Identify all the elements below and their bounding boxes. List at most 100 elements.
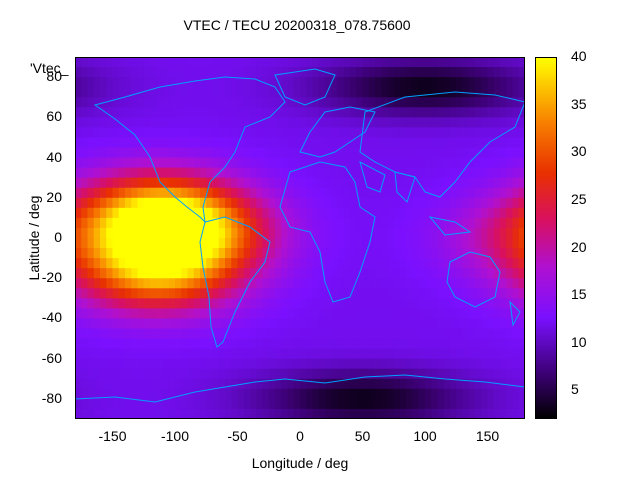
tec-cell	[500, 308, 507, 320]
tec-cell	[162, 378, 170, 390]
tec-cell	[475, 157, 482, 169]
tec-cell	[375, 348, 382, 360]
tec-cell	[275, 338, 282, 350]
tec-cell	[375, 147, 382, 159]
tec-cell	[231, 288, 239, 299]
tec-cell	[181, 197, 189, 209]
tec-cell	[443, 187, 451, 199]
tec-cell	[300, 117, 307, 128]
tec-cell	[131, 157, 139, 169]
tec-cell	[168, 308, 176, 320]
tec-cell	[93, 167, 101, 179]
tec-cell	[518, 157, 525, 169]
tec-cell	[193, 388, 201, 400]
tec-cell	[456, 67, 464, 78]
tec-cell	[75, 157, 82, 169]
tec-cell	[318, 278, 326, 289]
tec-cell	[356, 338, 364, 350]
tec-cell	[256, 107, 264, 118]
tec-cell	[143, 197, 151, 209]
tec-cell	[387, 207, 395, 219]
tec-cell	[193, 227, 201, 239]
tec-cell	[268, 147, 276, 159]
africa-outline	[279, 161, 376, 303]
tec-cell	[193, 268, 201, 279]
lon-tick-label: 100	[413, 428, 437, 444]
tec-cell	[512, 248, 520, 259]
tec-cell	[281, 187, 289, 199]
tec-cell	[125, 77, 132, 88]
tec-cell	[318, 187, 326, 199]
tec-cell	[225, 288, 232, 299]
tec-cell	[343, 338, 351, 350]
tec-cell	[118, 238, 126, 249]
tec-cell	[518, 197, 525, 209]
tec-cell	[75, 167, 82, 179]
tec-cell	[293, 157, 301, 169]
tec-cell	[293, 268, 301, 279]
tec-cell	[93, 187, 101, 199]
tec-cell	[181, 328, 189, 340]
tec-cell	[293, 67, 301, 78]
tec-cell	[275, 258, 282, 269]
tec-cell	[350, 87, 357, 98]
tec-cell	[125, 147, 132, 159]
tec-cell	[518, 248, 525, 259]
tec-cell	[431, 97, 439, 108]
tec-cell	[300, 268, 307, 279]
tec-cell	[162, 298, 170, 309]
tec-cell	[437, 177, 445, 189]
tec-cell	[175, 107, 182, 118]
tec-cell	[437, 348, 445, 360]
tec-cell	[168, 167, 176, 179]
tec-cell	[500, 197, 507, 209]
tec-cell	[206, 258, 214, 269]
tec-cell	[243, 157, 251, 169]
tec-cell	[318, 97, 326, 108]
tec-cell	[218, 167, 226, 179]
tec-cell	[437, 77, 445, 88]
tec-cell	[325, 147, 332, 159]
tec-cell	[431, 308, 439, 320]
tec-cell	[206, 197, 214, 209]
tec-cell	[325, 268, 332, 279]
tec-cell	[200, 187, 207, 199]
tec-cell	[306, 97, 314, 108]
tec-cell	[518, 388, 525, 400]
tec-cell	[156, 288, 164, 299]
tec-cell	[400, 348, 407, 360]
tec-cell	[443, 398, 451, 410]
tec-cell	[443, 107, 451, 118]
tec-cell	[462, 207, 470, 219]
tec-cell	[106, 97, 114, 108]
tec-cell	[118, 388, 126, 400]
tec-cell	[356, 117, 364, 128]
tec-cell	[381, 268, 389, 279]
tec-cell	[318, 147, 326, 159]
tec-cell	[137, 308, 145, 320]
tec-cell	[206, 268, 214, 279]
tec-cell	[168, 227, 176, 239]
tec-cell	[212, 268, 220, 279]
tec-cell	[87, 207, 95, 219]
tec-cell	[118, 147, 126, 159]
tec-cell	[168, 77, 176, 88]
tec-cell	[162, 358, 170, 370]
tec-cell	[437, 137, 445, 149]
tec-cell	[106, 378, 114, 390]
tec-cell	[431, 238, 439, 249]
tec-cell	[175, 398, 182, 410]
tec-cell	[231, 408, 239, 419]
tec-cell	[225, 238, 232, 249]
tec-cell	[512, 67, 520, 78]
tec-cell	[218, 177, 226, 189]
tec-cell	[281, 248, 289, 259]
tec-cell	[287, 127, 295, 139]
tec-cell	[468, 67, 476, 78]
tec-cell	[275, 67, 282, 78]
tec-cell	[462, 338, 470, 350]
tec-cell	[387, 348, 395, 360]
tec-cell	[387, 358, 395, 370]
tec-cell	[225, 187, 232, 199]
tec-cell	[487, 318, 495, 330]
